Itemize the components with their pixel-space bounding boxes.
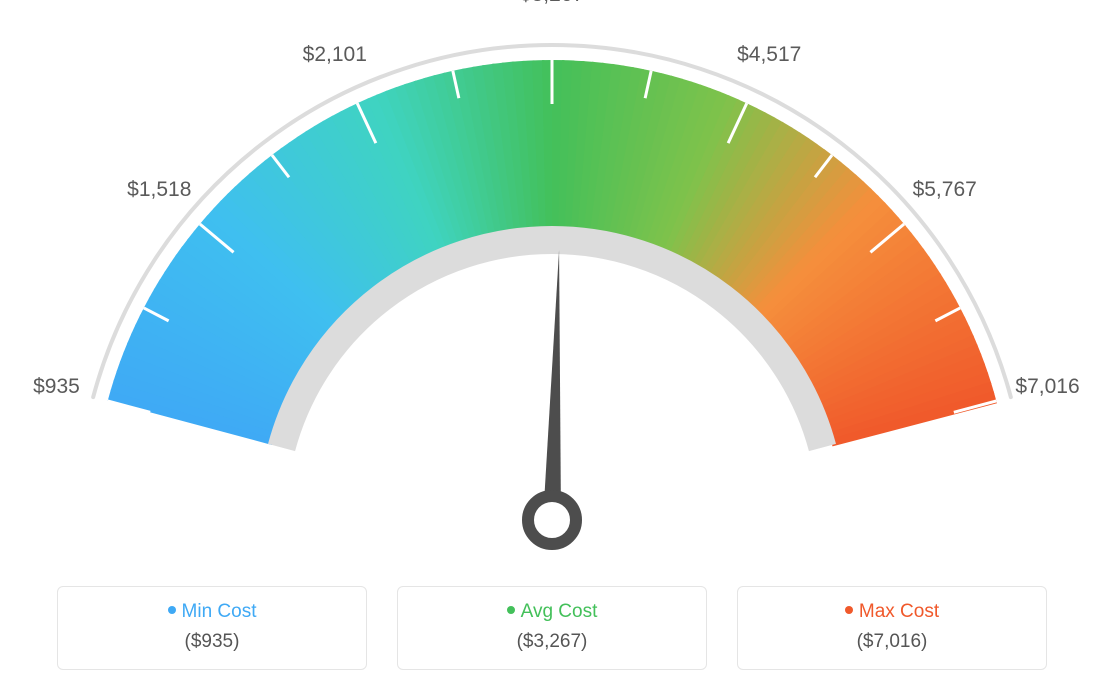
legend-dot-avg	[507, 606, 515, 614]
tick-label: $4,517	[737, 43, 801, 67]
tick-label: $3,267	[520, 0, 584, 7]
legend-label-min-text: Min Cost	[182, 601, 257, 622]
legend-label-max: Max Cost	[738, 601, 1046, 623]
tick-label: $2,101	[303, 43, 367, 67]
legend-label-avg-text: Avg Cost	[521, 601, 598, 622]
tick-label: $935	[33, 375, 80, 399]
legend-value-min: ($935)	[58, 631, 366, 653]
tick-label: $5,767	[913, 178, 977, 202]
legend-label-avg: Avg Cost	[398, 601, 706, 623]
gauge-chart-container: $935 $1,518 $2,101 $3,267 $4,517 $5,767 $7,016…	[0, 0, 1104, 690]
gauge-area: $935 $1,518 $2,101 $3,267 $4,517 $5,767 $7,016	[0, 0, 1104, 560]
tick-label: $1,518	[127, 178, 191, 202]
legend-dot-max	[845, 606, 853, 614]
legend-card-min: Min Cost ($935)	[57, 586, 367, 670]
legend-row: Min Cost ($935) Avg Cost ($3,267) Max Co…	[0, 586, 1104, 670]
legend-dot-min	[168, 606, 176, 614]
legend-card-avg: Avg Cost ($3,267)	[397, 586, 707, 670]
legend-label-min: Min Cost	[58, 601, 366, 623]
legend-value-avg: ($3,267)	[398, 631, 706, 653]
legend-label-max-text: Max Cost	[859, 601, 939, 622]
legend-card-max: Max Cost ($7,016)	[737, 586, 1047, 670]
tick-label: $7,016	[1015, 375, 1079, 399]
gauge-svg	[0, 0, 1104, 560]
legend-value-max: ($7,016)	[738, 631, 1046, 653]
